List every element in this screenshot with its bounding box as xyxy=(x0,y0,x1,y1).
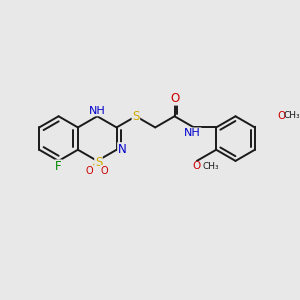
Text: NH: NH xyxy=(184,128,201,138)
Text: F: F xyxy=(55,160,62,173)
Text: O: O xyxy=(86,166,93,176)
Text: O: O xyxy=(192,161,200,172)
Text: CH₃: CH₃ xyxy=(284,111,300,120)
Text: S: S xyxy=(95,156,102,169)
Text: NH: NH xyxy=(89,106,106,116)
Text: O: O xyxy=(170,92,179,105)
Text: CH₃: CH₃ xyxy=(202,162,219,171)
Text: N: N xyxy=(118,143,127,156)
Text: O: O xyxy=(100,166,108,176)
Text: S: S xyxy=(132,110,140,123)
Text: O: O xyxy=(277,111,285,121)
